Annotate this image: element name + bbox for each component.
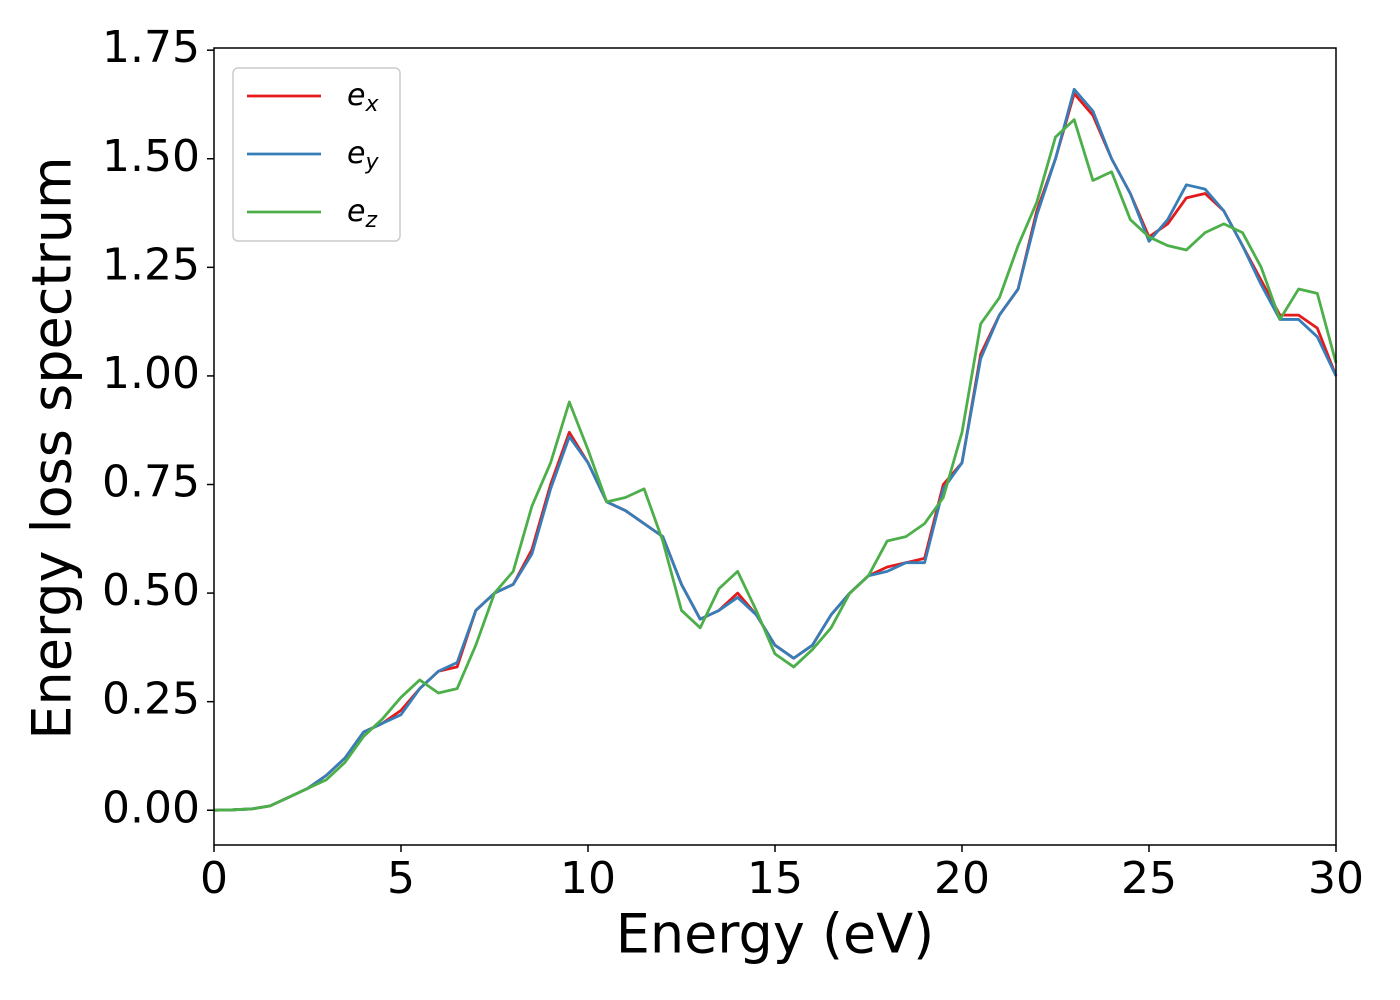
x-tick-label: 25 xyxy=(1121,853,1177,904)
x-axis-label: Energy (eV) xyxy=(616,903,935,966)
legend-label: ey xyxy=(347,136,379,176)
y-tick-label: 0.00 xyxy=(102,782,200,833)
y-axis-label: Energy loss spectrum xyxy=(21,156,84,739)
y-tick-label: 0.75 xyxy=(102,457,200,508)
x-tick-label: 0 xyxy=(200,853,228,904)
plot-frame xyxy=(213,47,1337,846)
x-tick-label: 5 xyxy=(387,853,415,904)
x-tick-label: 30 xyxy=(1308,853,1364,904)
y-tick-label: 1.25 xyxy=(102,239,200,290)
y-tick-label: 0.50 xyxy=(102,565,200,616)
x-tick-label: 20 xyxy=(934,853,990,904)
x-tick-label: 10 xyxy=(560,853,616,904)
series-line xyxy=(213,118,1338,812)
y-tick-label: 1.75 xyxy=(102,22,200,73)
x-tick-label: 15 xyxy=(747,853,803,904)
legend-label: ex xyxy=(347,78,379,118)
y-tick-label: 1.00 xyxy=(102,348,200,399)
legend-label: ez xyxy=(347,194,377,234)
series-line xyxy=(213,87,1338,812)
y-tick-label: 0.25 xyxy=(102,674,200,725)
y-tick-label: 1.50 xyxy=(102,131,200,182)
